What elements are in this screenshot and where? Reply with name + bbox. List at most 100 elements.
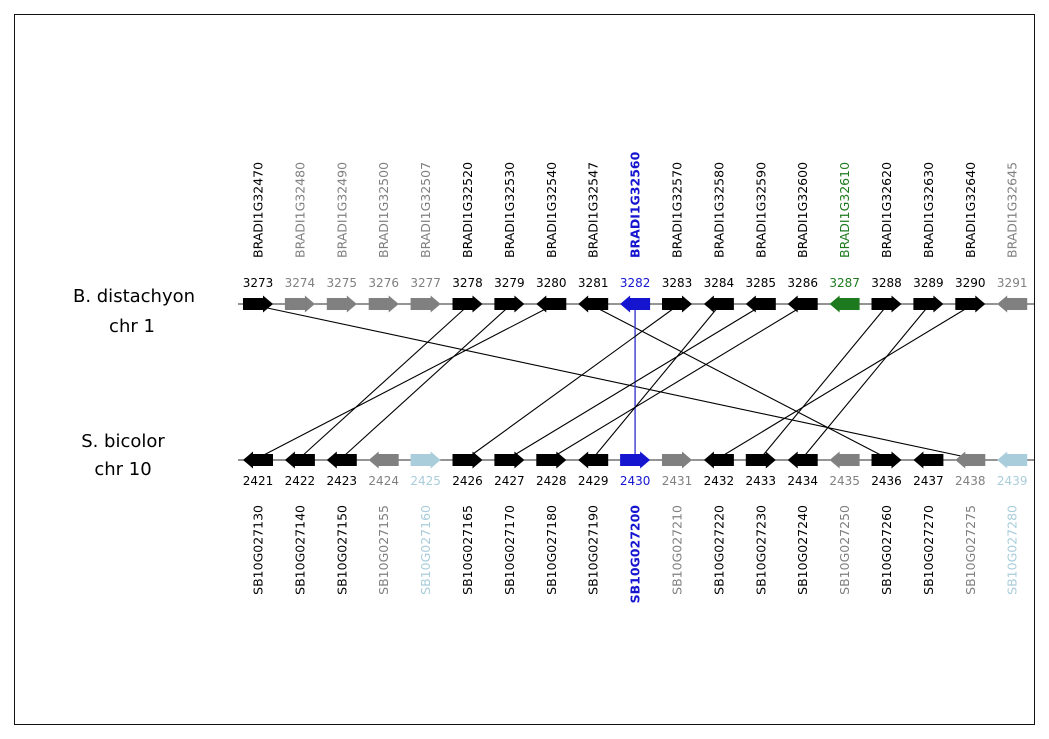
bottom-gene-arrow[interactable] xyxy=(703,451,734,469)
top-gene-name[interactable]: BRADI1G32560 xyxy=(628,151,643,258)
bottom-gene-arrow[interactable] xyxy=(787,451,818,469)
synteny-link xyxy=(592,305,720,459)
top-gene-name[interactable]: BRADI1G32520 xyxy=(460,162,475,258)
bottom-gene-arrow[interactable] xyxy=(871,451,902,469)
synteny-link xyxy=(592,305,887,459)
bottom-gene-arrow[interactable] xyxy=(578,451,609,469)
bottom-gene-number: 2429 xyxy=(578,474,609,488)
synteny-link xyxy=(802,305,929,459)
top-gene-arrow[interactable] xyxy=(787,295,818,313)
synteny-link xyxy=(257,305,552,459)
bottom-gene-name[interactable]: SB10G027210 xyxy=(670,505,685,595)
top-gene-arrow[interactable] xyxy=(578,295,609,313)
bottom-gene-name[interactable]: SB10G027150 xyxy=(334,505,349,595)
top-gene-number: 3281 xyxy=(578,276,609,290)
top-gene-arrow[interactable] xyxy=(829,295,860,313)
top-gene-arrow[interactable] xyxy=(410,295,441,313)
bottom-gene-arrow[interactable] xyxy=(452,451,483,469)
bottom-gene-arrow[interactable] xyxy=(997,451,1028,469)
bottom-gene-name[interactable]: SB10G027270 xyxy=(921,505,936,595)
bottom-gene-arrow[interactable] xyxy=(662,451,692,469)
bottom-gene-name[interactable]: SB10G027250 xyxy=(837,505,852,595)
bottom-gene-name[interactable]: SB10G027160 xyxy=(418,505,433,595)
top-gene-arrow[interactable] xyxy=(326,295,357,313)
bottom-gene-number: 2438 xyxy=(955,474,986,488)
synteny-link xyxy=(341,305,510,459)
top-gene-name[interactable]: BRADI1G32610 xyxy=(837,162,852,258)
top-gene-name[interactable]: BRADI1G32590 xyxy=(753,162,768,258)
bottom-gene-name[interactable]: SB10G027130 xyxy=(251,505,266,595)
top-gene-name[interactable]: BRADI1G32547 xyxy=(586,162,601,258)
top-gene-arrow[interactable] xyxy=(871,295,902,313)
top-gene-arrow[interactable] xyxy=(997,295,1028,313)
top-gene-name[interactable]: BRADI1G32490 xyxy=(334,162,349,258)
bottom-gene-arrow[interactable] xyxy=(243,451,273,469)
bottom-gene-name[interactable]: SB10G027165 xyxy=(460,505,475,595)
top-gene-arrow[interactable] xyxy=(620,295,651,313)
top-gene-name[interactable]: BRADI1G32570 xyxy=(670,162,685,258)
bottom-gene-row: 2421 SB10G027130 2422 SB10G027140 2423 SB10G0… xyxy=(243,451,1028,604)
bottom-gene-arrow[interactable] xyxy=(913,451,944,469)
top-gene-name[interactable]: BRADI1G32507 xyxy=(418,162,433,258)
top-gene-arrow[interactable] xyxy=(452,295,483,313)
bottom-gene-name[interactable]: SB10G027240 xyxy=(795,505,810,595)
top-gene-arrow[interactable] xyxy=(703,295,734,313)
top-gene-name[interactable]: BRADI1G32600 xyxy=(795,162,810,258)
top-gene-number: 3282 xyxy=(620,276,651,290)
synteny-link xyxy=(551,305,803,459)
top-gene-number: 3291 xyxy=(997,276,1028,290)
bottom-gene-arrow[interactable] xyxy=(494,451,525,469)
bottom-gene-name[interactable]: SB10G027220 xyxy=(711,505,726,595)
bottom-gene-arrow[interactable] xyxy=(536,451,567,469)
top-gene-name[interactable]: BRADI1G32530 xyxy=(502,162,517,258)
top-gene-arrow[interactable] xyxy=(662,295,692,313)
top-gene-arrow[interactable] xyxy=(284,295,315,313)
top-gene-name[interactable]: BRADI1G32470 xyxy=(251,162,266,258)
bottom-gene-arrow[interactable] xyxy=(745,451,776,469)
bottom-gene-number: 2427 xyxy=(494,474,525,488)
bottom-gene-arrow[interactable] xyxy=(955,451,986,469)
top-chromosome-label: chr 1 xyxy=(109,316,155,337)
bottom-gene-name[interactable]: SB10G027280 xyxy=(1005,505,1020,595)
bottom-gene-name[interactable]: SB10G027230 xyxy=(753,505,768,595)
bottom-gene-arrow[interactable] xyxy=(410,451,441,469)
synteny-link xyxy=(760,305,887,459)
top-gene-arrow[interactable] xyxy=(368,295,399,313)
top-gene-number: 3276 xyxy=(368,276,399,290)
top-gene-number: 3279 xyxy=(494,276,525,290)
top-gene-name[interactable]: BRADI1G32480 xyxy=(292,162,307,258)
top-gene-name[interactable]: BRADI1G32580 xyxy=(711,162,726,258)
top-gene-number: 3287 xyxy=(829,276,860,290)
bottom-gene-number: 2437 xyxy=(913,474,944,488)
bottom-gene-arrow[interactable] xyxy=(326,451,357,469)
top-gene-arrow[interactable] xyxy=(494,295,525,313)
bottom-gene-name[interactable]: SB10G027190 xyxy=(586,505,601,595)
bottom-gene-number: 2439 xyxy=(997,474,1028,488)
bottom-gene-arrow[interactable] xyxy=(620,451,651,469)
top-gene-name[interactable]: BRADI1G32645 xyxy=(1005,162,1020,258)
bottom-gene-arrow[interactable] xyxy=(368,451,399,469)
top-gene-arrow[interactable] xyxy=(536,295,567,313)
top-gene-arrow[interactable] xyxy=(745,295,776,313)
top-gene-number: 3280 xyxy=(536,276,567,290)
bottom-gene-name[interactable]: SB10G027140 xyxy=(292,505,307,595)
top-gene-name[interactable]: BRADI1G32620 xyxy=(879,162,894,258)
top-gene-name[interactable]: BRADI1G32640 xyxy=(963,162,978,258)
top-gene-name[interactable]: BRADI1G32630 xyxy=(921,162,936,258)
top-gene-name[interactable]: BRADI1G32500 xyxy=(376,162,391,258)
bottom-gene-name[interactable]: SB10G027155 xyxy=(376,505,391,595)
top-gene-arrow[interactable] xyxy=(913,295,944,313)
bottom-gene-name[interactable]: SB10G027170 xyxy=(502,505,517,595)
bottom-gene-name[interactable]: SB10G027260 xyxy=(879,505,894,595)
top-gene-arrow[interactable] xyxy=(243,295,273,313)
top-gene-name[interactable]: BRADI1G32540 xyxy=(544,162,559,258)
bottom-gene-arrow[interactable] xyxy=(829,451,860,469)
bottom-gene-name[interactable]: SB10G027180 xyxy=(544,505,559,595)
bottom-chromosome-label: chr 10 xyxy=(94,459,151,480)
top-gene-arrow[interactable] xyxy=(955,295,986,313)
bottom-gene-number: 2435 xyxy=(829,474,860,488)
bottom-gene-arrow[interactable] xyxy=(284,451,315,469)
top-gene-row: 3273 BRADI1G32470 3274 BRADI1G32480 3275 BRAD… xyxy=(243,151,1028,313)
bottom-gene-name[interactable]: SB10G027200 xyxy=(628,505,643,604)
bottom-gene-name[interactable]: SB10G027275 xyxy=(963,505,978,595)
